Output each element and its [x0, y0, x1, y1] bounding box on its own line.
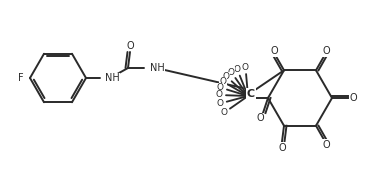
Text: NH: NH — [150, 63, 165, 73]
Text: O: O — [221, 108, 228, 117]
Text: O: O — [217, 83, 224, 92]
Text: O: O — [223, 72, 230, 81]
Text: O: O — [270, 46, 278, 56]
Text: O: O — [349, 93, 357, 103]
Text: O: O — [219, 77, 226, 86]
Text: NH: NH — [105, 73, 120, 83]
Text: F: F — [18, 73, 24, 83]
Text: O: O — [242, 63, 249, 72]
Text: O: O — [215, 91, 223, 100]
Text: O: O — [228, 68, 235, 77]
Text: O: O — [278, 143, 286, 153]
Text: O: O — [322, 46, 330, 56]
Text: O: O — [322, 140, 330, 150]
Text: C: C — [247, 89, 255, 99]
Text: O: O — [126, 41, 134, 51]
Text: O: O — [217, 99, 223, 108]
Text: O: O — [234, 65, 241, 74]
Text: O: O — [256, 113, 264, 123]
